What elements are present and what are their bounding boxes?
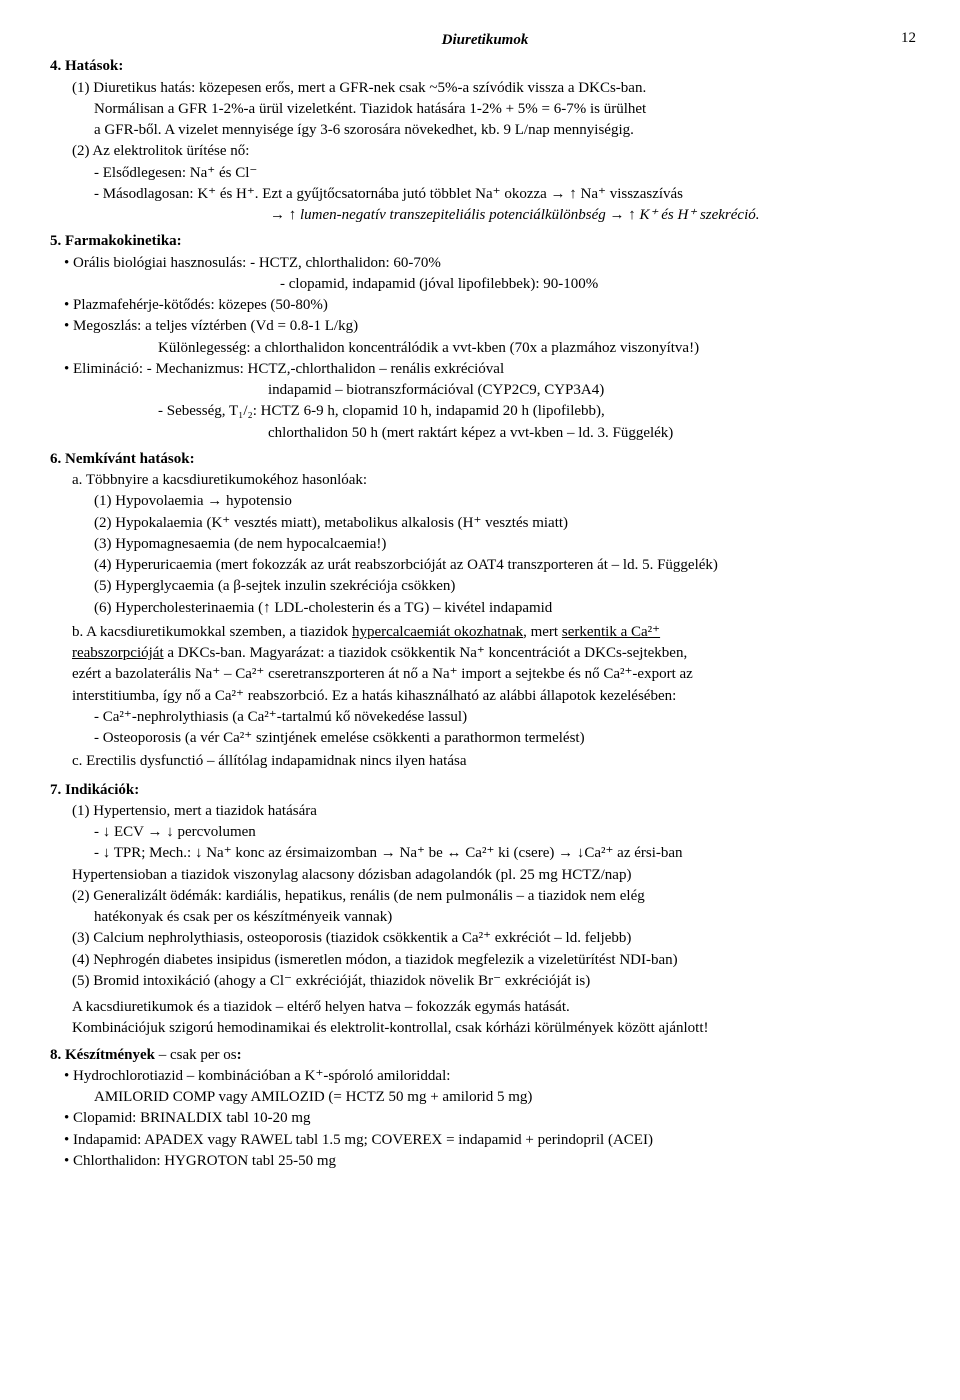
page-header-title: Diuretikumok (50, 30, 920, 50)
s4-p2b: a GFR-ből. A vizelet mennyisége így 3-6 … (94, 120, 920, 140)
s4-p3b: - Másodlagosan: K⁺ és H⁺. Ezt a gyűjtőcs… (94, 184, 920, 204)
s6-b2-rest: a DKCs-ban. Magyarázat: a tiazidok csökk… (164, 645, 688, 661)
s6-b-line2: reabszorpcióját a DKCs-ban. Magyarázat: … (72, 643, 920, 663)
s5-b1b: - clopamid, indapamid (jóval lipofilebbe… (280, 274, 920, 294)
section-4-title: 4. Hatások: (50, 56, 920, 76)
s7-p5: (5) Bromid intoxikáció (ahogy a Cl⁻ exkr… (72, 971, 920, 991)
s7-p1b: - ↓ TPR; Mech.: ↓ Na⁺ konc az érsimaizom… (94, 843, 920, 863)
s8-title-b: – csak per os (155, 1047, 237, 1063)
s4-p3c: → ↑ lumen-negatív transzepiteliális pote… (270, 205, 920, 225)
s8-b1b: AMILORID COMP vagy AMILOZID (= HCTZ 50 m… (94, 1087, 920, 1107)
s6-a5: (5) Hyperglycaemia (a β-sejtek inzulin s… (94, 576, 920, 596)
s6-b-u1: hypercalcaemiát okozhatnak (352, 624, 523, 640)
s6-a6: (6) Hypercholesterinaemia (↑ LDL-cholest… (94, 598, 920, 618)
section-6-title: 6. Nemkívánt hatások: (50, 449, 920, 469)
s7-tail2: Kombinációjuk szigorú hemodinamikai és e… (72, 1018, 920, 1038)
s4-p3c-text: → ↑ lumen-negatív transzepiteliális pote… (270, 207, 760, 223)
s6-b-mid: , mert (523, 624, 562, 640)
s5-b4b: indapamid – biotranszformációval (CYP2C9… (268, 380, 920, 400)
s5-b4d: chlorthalidon 50 h (mert raktárt képez a… (268, 423, 920, 443)
s8-title-c: : (237, 1047, 242, 1063)
s4-p3a: - Elsődlegesen: Na⁺ és Cl⁻ (94, 163, 920, 183)
s6-a1: (1) Hypovolaemia → hypotensio (94, 491, 920, 511)
s4-p3: (2) Az elektrolitok ürítése nő: (72, 141, 920, 161)
s5-b2: Plazmafehérje-kötődés: közepes (50-80%) (64, 295, 920, 315)
s7-p1: (1) Hypertensio, mert a tiazidok hatásár… (72, 801, 920, 821)
s6-a: a. Többnyire a kacsdiuretikumokéhoz haso… (72, 470, 920, 490)
s6-b-u2: serkentik a Ca²⁺ (562, 624, 660, 640)
s7-p1c: Hypertensioban a tiazidok viszonylag ala… (72, 865, 920, 885)
section-5-title: 5. Farmakokinetika: (50, 231, 920, 251)
s6-a4: (4) Hyperuricaemia (mert fokozzák az urá… (94, 555, 920, 575)
s7-p2: (2) Generalizált ödémák: kardiális, hepa… (72, 886, 920, 906)
s5-b4c: - Sebesség, T₁/₂: HCTZ 6-9 h, clopamid 1… (158, 401, 920, 421)
s6-b-line1: b. A kacsdiuretikumokkal szemben, a tiaz… (72, 622, 920, 642)
s4-p2a: Normálisan a GFR 1-2%-a ürül vizeletként… (94, 99, 920, 119)
s7-p3: (3) Calcium nephrolythiasis, osteoporosi… (72, 928, 920, 948)
s8-b4: Chlorthalidon: HYGROTON tabl 25-50 mg (64, 1151, 920, 1171)
section-8-title: 8. Készítmények – csak per os: (50, 1045, 920, 1065)
s6-b2-u: reabszorpcióját (72, 645, 164, 661)
s6-b-pre: b. A kacsdiuretikumokkal szemben, a tiaz… (72, 624, 352, 640)
s4-p1: (1) Diuretikus hatás: közepesen erős, me… (72, 78, 920, 98)
s7-p2b: hatékonyak és csak per os készítményeik … (94, 907, 920, 927)
s6-b6: - Osteoporosis (a vér Ca²⁺ szintjének em… (94, 728, 920, 748)
s8-b1: Hydrochlorotiazid – kombinációban a K⁺-s… (64, 1066, 920, 1086)
s7-p1a: - ↓ ECV → ↓ percvolumen (94, 822, 920, 842)
s7-p4: (4) Nephrogén diabetes insipidus (ismere… (72, 950, 920, 970)
page-number: 12 (901, 28, 916, 48)
s5-b3: Megoszlás: a teljes víztérben (Vd = 0.8-… (64, 316, 920, 336)
s8-title-a: 8. Készítmények (50, 1047, 155, 1063)
s6-a2: (2) Hypokalaemia (K⁺ vesztés miatt), met… (94, 513, 920, 533)
s5-b4: Elimináció: - Mechanizmus: HCTZ,-chlorth… (64, 359, 920, 379)
s6-a3: (3) Hypomagnesaemia (de nem hypocalcaemi… (94, 534, 920, 554)
s8-b2: Clopamid: BRINALDIX tabl 10-20 mg (64, 1108, 920, 1128)
s7-tail1: A kacsdiuretikumok és a tiazidok – eltér… (72, 997, 920, 1017)
s6-b5: - Ca²⁺-nephrolythiasis (a Ca²⁺-tartalmú … (94, 707, 920, 727)
s8-b3: Indapamid: APADEX vagy RAWEL tabl 1.5 mg… (64, 1130, 920, 1150)
s6-b4: interstitiumba, így nő a Ca²⁺ reabszorbc… (72, 686, 920, 706)
s6-b3: ezért a bazolaterális Na⁺ – Ca²⁺ cseretr… (72, 664, 920, 684)
s6-c: c. Erectilis dysfunctió – állítólag inda… (72, 751, 920, 771)
s5-b1: Orális biológiai hasznosulás: - HCTZ, ch… (64, 253, 920, 273)
section-7-title: 7. Indikációk: (50, 780, 920, 800)
s5-b3b: Különlegesség: a chlorthalidon koncentrá… (158, 338, 920, 358)
